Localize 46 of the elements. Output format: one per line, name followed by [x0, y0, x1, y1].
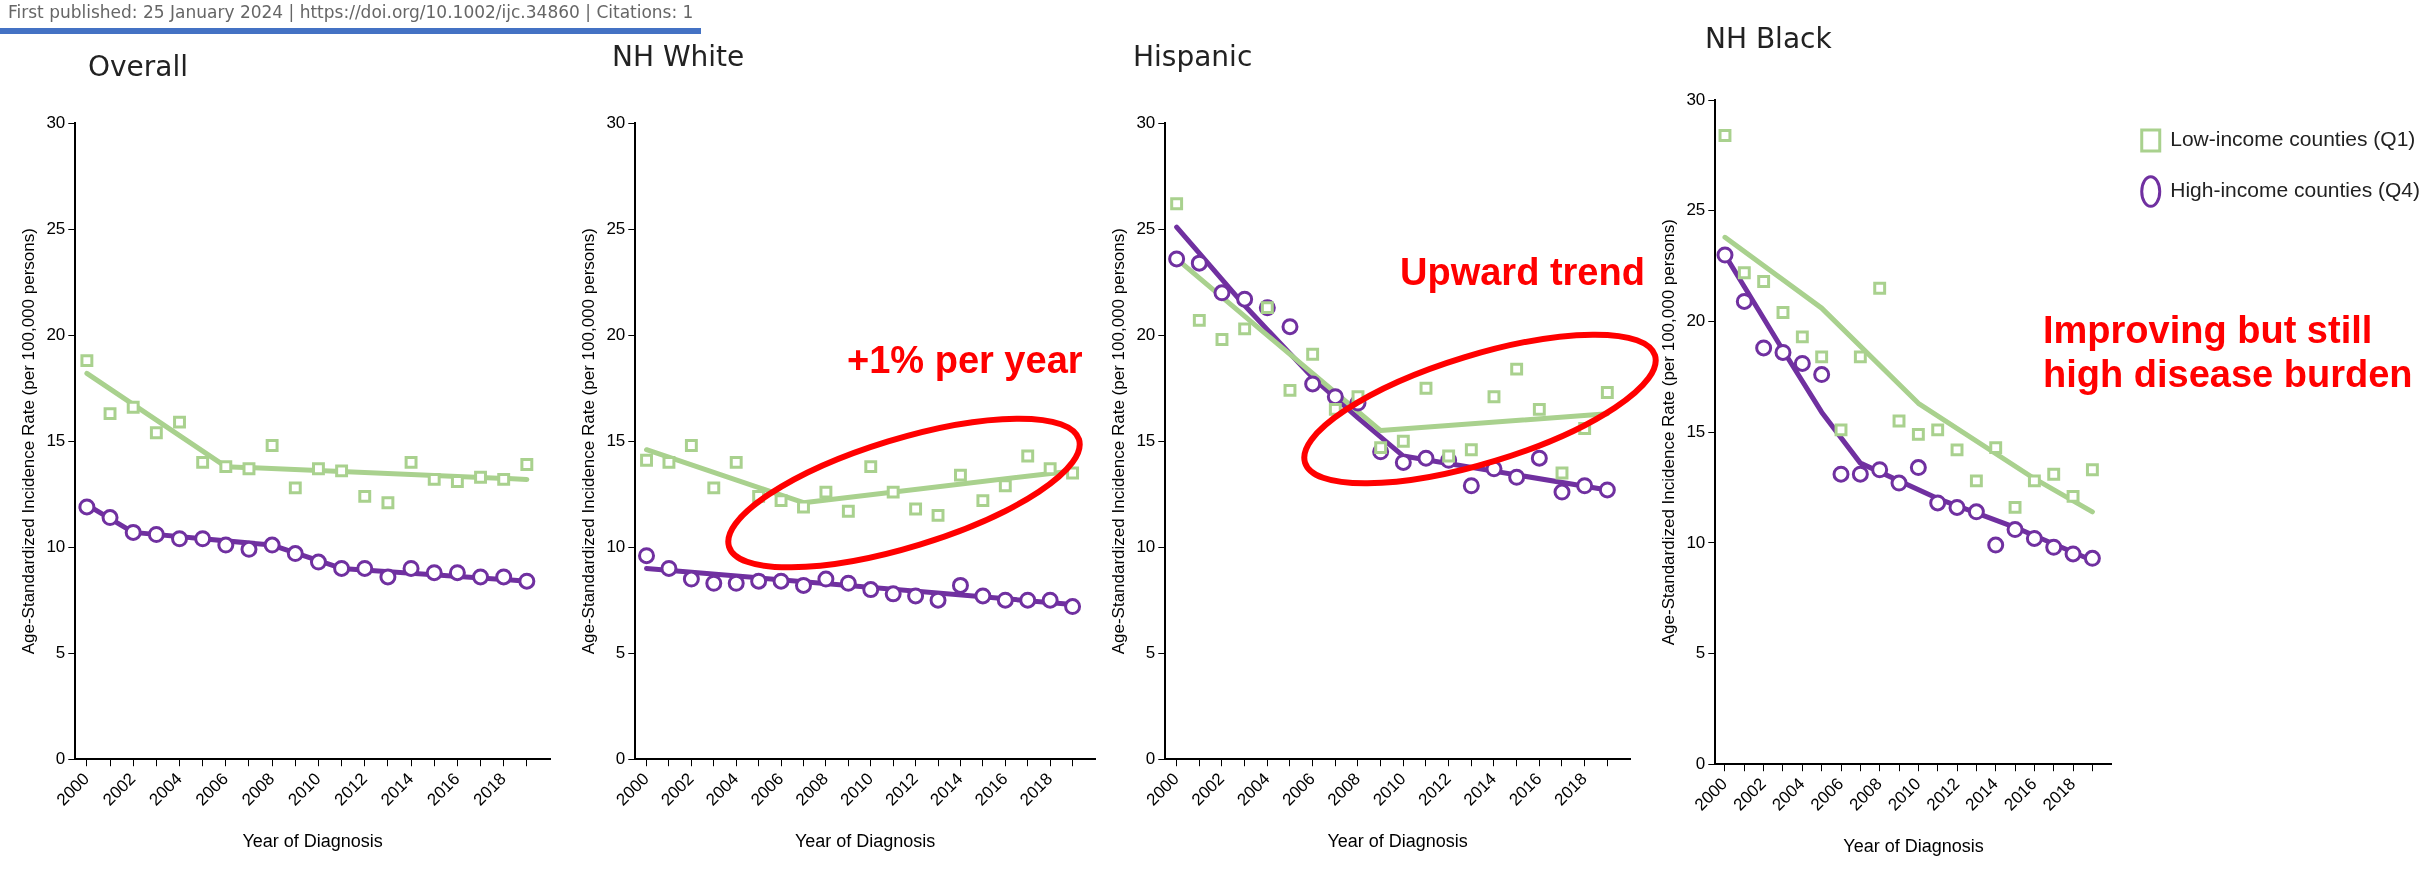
y-tick-label: 25 [1686, 200, 1706, 220]
x-axis-title: Year of Diagnosis [242, 831, 383, 852]
x-axis-title: Year of Diagnosis [1327, 831, 1468, 852]
chart-title: Hispanic [1133, 40, 1253, 73]
y-tick-label: 20 [606, 324, 626, 344]
y-tick-label: 0 [615, 748, 626, 768]
y-tick-label: 25 [606, 218, 626, 238]
y-tick-label: 10 [46, 536, 66, 556]
y-tick-label: 0 [55, 748, 66, 768]
annotation: +1% per year [847, 338, 1083, 382]
y-axis-title: Age-Standardized Incidence Rate (per 100,000 persons) [1658, 219, 1678, 646]
y-tick-label: 25 [46, 218, 66, 238]
y-tick-label: 30 [46, 112, 66, 132]
y-tick-label: 5 [55, 642, 66, 662]
y-tick-label: 20 [1686, 311, 1706, 331]
y-tick-label: 30 [1686, 89, 1706, 109]
chart-title: Overall [88, 50, 189, 83]
y-tick-label: 15 [606, 430, 626, 450]
y-tick-label: 10 [606, 536, 626, 556]
x-axis-title: Year of Diagnosis [794, 831, 936, 852]
x-axis-title: Year of Diagnosis [1843, 836, 1984, 857]
y-tick-label: 15 [46, 430, 66, 450]
y-tick-label: 5 [1695, 643, 1706, 663]
y-tick-label: 10 [1136, 536, 1156, 556]
legend-label: Low-income counties (Q1) [2170, 127, 2416, 151]
y-tick-label: 20 [46, 324, 66, 344]
y-tick-label: 30 [1136, 112, 1156, 132]
y-tick-label: 0 [1695, 753, 1706, 773]
y-tick-label: 0 [1145, 748, 1156, 768]
y-tick-label: 15 [1686, 421, 1706, 441]
annotation: Upward trend [1400, 250, 1645, 294]
y-axis-title: Age-Standardized Incidence Rate (per 100,000 persons) [18, 228, 38, 655]
y-tick-label: 30 [606, 112, 626, 132]
chart-title: NH Black [1705, 22, 1832, 55]
y-tick-label: 10 [1686, 532, 1706, 552]
chart-title: NH White [612, 40, 745, 73]
text: First published: 25 January 2024 | https://doi.org/10.1002/ijc.34860 | Citations: 1 [0, 0, 702, 34]
legend-label: High-income counties (Q4) [2170, 178, 2420, 202]
y-tick-label: 5 [615, 642, 626, 662]
y-tick-label: 20 [1136, 324, 1156, 344]
y-axis-title: Age-Standardized Incidence Rate (per 100,000 persons) [578, 228, 598, 655]
y-tick-label: 5 [1145, 642, 1156, 662]
y-tick-label: 15 [1136, 430, 1156, 450]
y-tick-label: 25 [1136, 218, 1156, 238]
annotation: Improving but still high disease burden [2043, 308, 2413, 396]
y-axis-title: Age-Standardized Incidence Rate (per 100,000 persons) [1108, 228, 1128, 655]
